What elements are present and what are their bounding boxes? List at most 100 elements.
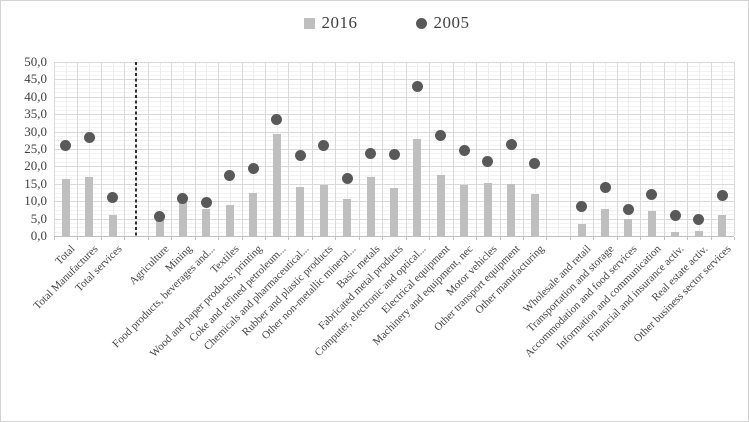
axis-tick — [522, 237, 524, 240]
dot-2005[interactable] — [669, 209, 681, 221]
axis-tick — [335, 237, 337, 240]
dot-2005[interactable] — [716, 189, 728, 201]
dot-2005[interactable] — [247, 163, 259, 175]
dot-2005[interactable] — [388, 148, 400, 160]
dot-2005[interactable] — [60, 139, 72, 151]
y-axis-tick-label: 35,0 — [24, 106, 47, 122]
bar-2016[interactable] — [624, 218, 633, 236]
y-axis-tick-label: 50,0 — [24, 54, 47, 69]
legend-item-2016[interactable]: 2016 — [303, 13, 358, 33]
legend-item-2005[interactable]: 2005 — [415, 13, 470, 33]
axis-tick — [452, 237, 454, 240]
dot-2005[interactable] — [271, 113, 283, 125]
bar-2016[interactable] — [718, 215, 727, 236]
major-gridline — [54, 96, 734, 98]
axis-tick — [288, 237, 290, 240]
y-axis-tick-label: 5,0 — [30, 210, 47, 226]
dot-2005[interactable] — [576, 200, 588, 212]
dot-2005[interactable] — [458, 144, 470, 156]
bar-2016[interactable] — [601, 209, 610, 236]
bar-2016[interactable] — [178, 201, 187, 236]
group-separator-dashed-line — [135, 62, 138, 236]
y-axis-tick-label: 25,0 — [24, 141, 47, 156]
major-gridline — [54, 114, 734, 116]
dot-2005[interactable] — [365, 148, 377, 160]
dot-2005[interactable] — [505, 138, 517, 150]
bar-2016[interactable] — [343, 199, 352, 236]
y-axis-tick-label: 20,0 — [24, 158, 47, 174]
bar-2016[interactable] — [225, 205, 234, 236]
dot-2005[interactable] — [646, 188, 658, 200]
axis-tick — [687, 237, 689, 240]
dot-2005[interactable] — [154, 210, 166, 222]
axis-tick — [476, 237, 478, 240]
axis-tick — [382, 237, 384, 240]
dot-2005[interactable] — [411, 80, 423, 92]
dot-2005[interactable] — [529, 157, 541, 169]
axis-tick — [593, 237, 595, 240]
dot-2005[interactable] — [83, 131, 95, 143]
major-gridline — [54, 79, 734, 81]
dot-2005[interactable] — [341, 172, 353, 184]
circle-marker-icon — [415, 17, 427, 29]
bar-2016[interactable] — [319, 184, 328, 236]
major-gridline — [54, 166, 734, 168]
bar-2016[interactable] — [671, 231, 680, 236]
bar-2016[interactable] — [390, 187, 398, 236]
legend-label-2016: 2016 — [321, 13, 358, 32]
x-axis-line — [54, 236, 734, 237]
axis-tick — [663, 237, 665, 240]
axis-tick — [265, 237, 267, 240]
dot-2005[interactable] — [622, 204, 634, 216]
y-axis-tick-label: 30,0 — [24, 123, 47, 139]
axis-tick — [124, 237, 126, 240]
bar-2016[interactable] — [296, 186, 305, 236]
axis-tick — [734, 237, 735, 240]
y-axis-tick-label: 0,0 — [30, 228, 47, 243]
chart-legend: 2016 2005 — [13, 13, 748, 33]
axis-tick — [640, 237, 642, 240]
axis-tick — [616, 237, 618, 240]
axis-tick — [499, 237, 501, 240]
dot-2005[interactable] — [107, 192, 119, 204]
bar-2016[interactable] — [202, 209, 211, 236]
bar-2016[interactable] — [483, 182, 492, 236]
bar-2016[interactable] — [694, 231, 703, 236]
dot-2005[interactable] — [693, 214, 705, 226]
axis-tick — [429, 237, 431, 240]
bar-2016[interactable] — [460, 185, 469, 236]
bar-2016[interactable] — [507, 184, 516, 236]
dot-2005[interactable] — [177, 193, 189, 205]
dot-2005[interactable] — [435, 129, 447, 141]
legend-label-2005: 2005 — [433, 13, 470, 32]
dot-2005[interactable] — [482, 156, 494, 168]
axis-tick — [218, 237, 220, 240]
axis-tick — [171, 237, 173, 240]
axis-tick — [147, 237, 149, 240]
square-marker-icon — [303, 17, 315, 29]
axis-tick — [358, 237, 360, 240]
dot-2005[interactable] — [599, 182, 611, 194]
major-gridline — [54, 131, 734, 133]
dot-2005[interactable] — [318, 139, 330, 151]
bar-2016[interactable] — [85, 176, 94, 236]
dot-2005[interactable] — [200, 197, 212, 209]
axis-tick — [100, 237, 102, 240]
bar-2016[interactable] — [366, 176, 375, 236]
bar-2016[interactable] — [249, 192, 258, 236]
bar-2016[interactable] — [108, 214, 117, 236]
axis-tick — [54, 237, 55, 240]
dot-2005[interactable] — [294, 149, 306, 161]
bar-2016[interactable] — [647, 210, 656, 236]
vertical-gridline — [734, 62, 735, 236]
category-label[interactable]: Financial and insurance activ. — [586, 243, 687, 344]
bar-2016[interactable] — [61, 179, 70, 236]
bar-2016[interactable] — [577, 223, 586, 236]
bar-2016[interactable] — [272, 133, 281, 236]
bar-2016[interactable] — [530, 194, 539, 236]
bar-2016[interactable] — [436, 175, 445, 236]
dot-2005[interactable] — [224, 169, 236, 181]
bar-2016[interactable] — [155, 219, 164, 236]
bar-2016[interactable] — [413, 139, 422, 236]
